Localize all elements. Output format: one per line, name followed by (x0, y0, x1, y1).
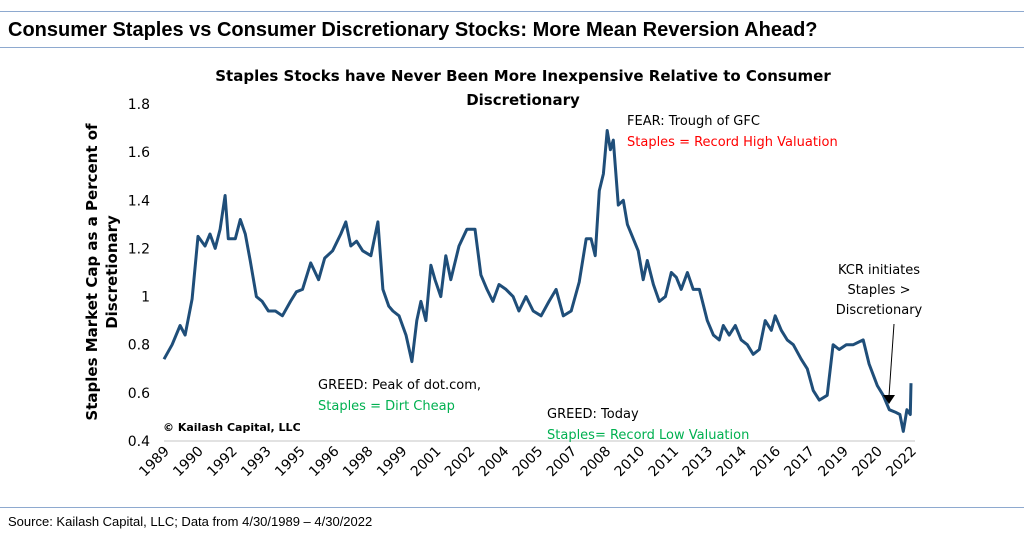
annotation-today-detail: Staples= Record Low Valuation (547, 428, 749, 443)
top-rule (0, 11, 1024, 12)
y-tick-label: 1.4 (128, 193, 150, 209)
annotation-dotcom: GREED: Peak of dot.com, (318, 378, 481, 393)
y-tick-label: 1.2 (128, 241, 150, 257)
chart: Staples Stocks have Never Been More Inex… (83, 67, 923, 481)
annotation-fear-detail: Staples = Record High Valuation (627, 135, 838, 150)
x-tick-label: 1996 (306, 443, 343, 480)
x-tick-label: 2016 (747, 443, 784, 480)
x-tick-label: 2002 (442, 444, 479, 481)
copyright-text: © Kailash Capital, LLC (163, 421, 301, 434)
x-tick-label: 2005 (510, 444, 547, 481)
annotation-today: GREED: Today (547, 407, 639, 422)
x-tick-label: 2011 (646, 444, 683, 481)
source-note: Source: Kailash Capital, LLC; Data from … (8, 514, 373, 529)
annotation-kcr-line2: Staples > (848, 283, 911, 298)
footer-rule (0, 507, 1024, 508)
x-tick-label: 1993 (238, 444, 275, 481)
chart-title-line1: Staples Stocks have Never Been More Inex… (215, 67, 831, 85)
y-tick-label: 0.6 (128, 386, 150, 402)
y-axis-label-line1: Staples Market Cap as a Percent of (83, 123, 101, 421)
x-tick-label: 2007 (544, 444, 581, 481)
annotation-dotcom-detail: Staples = Dirt Cheap (318, 399, 455, 414)
x-tick-label: 2014 (714, 443, 751, 480)
kcr-arrow-icon (883, 323, 895, 404)
x-tick-label: 2004 (476, 443, 513, 480)
x-tick-label: 2022 (883, 444, 920, 481)
y-tick-label: 0.4 (128, 434, 150, 450)
x-tick-label: 2010 (612, 444, 649, 481)
y-tick-label: 0.8 (128, 338, 150, 354)
y-axis-label-line2: Discretionary (103, 215, 121, 329)
series-line (162, 129, 913, 433)
x-tick-label: 1999 (374, 444, 411, 481)
x-tick-label: 1998 (340, 444, 377, 481)
y-tick-label: 1.8 (128, 97, 150, 113)
x-tick-label: 2017 (781, 444, 818, 481)
annotation-kcr-line1: KCR initiates (838, 263, 920, 278)
x-tick-label: 2019 (815, 444, 852, 481)
x-tick-label: 2020 (849, 444, 886, 481)
y-tick-label: 1 (141, 290, 150, 306)
x-tick-label: 1995 (272, 444, 309, 481)
title-rule (0, 47, 1024, 48)
page-title: Consumer Staples vs Consumer Discretiona… (8, 19, 818, 41)
x-tick-label: 2013 (680, 444, 717, 481)
x-tick-label: 1990 (170, 444, 207, 481)
annotation-kcr-line3: Discretionary (836, 303, 923, 318)
x-tick-label: 2001 (408, 444, 445, 481)
chart-title-line2: Discretionary (466, 91, 580, 109)
x-tick-label: 1992 (204, 444, 241, 481)
x-tick-label: 2008 (578, 444, 615, 481)
y-tick-label: 1.6 (128, 145, 150, 161)
annotation-fear: FEAR: Trough of GFC (627, 114, 760, 129)
